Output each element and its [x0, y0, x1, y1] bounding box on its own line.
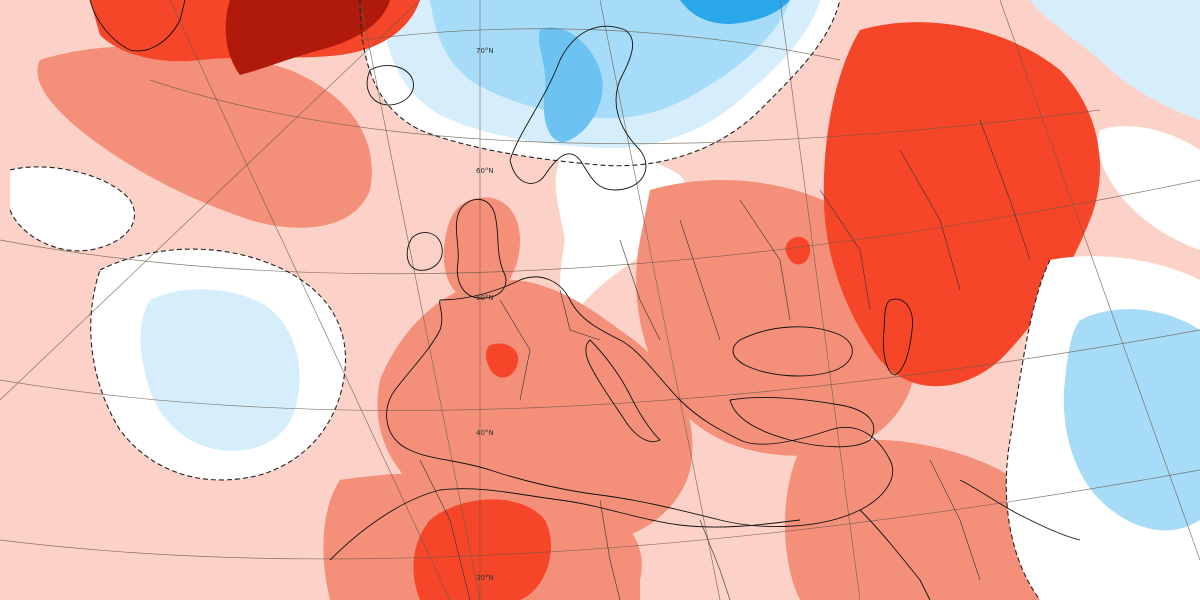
coast-british-isles — [455, 198, 507, 299]
lat-label-30n: 30°N — [476, 574, 494, 582]
ukraine-warm-spot — [785, 236, 811, 265]
meridian-2 — [359, 0, 481, 600]
lat-label-60n: 60°N — [476, 167, 494, 175]
coast-greenland — [89, 0, 186, 52]
border-9 — [599, 499, 621, 600]
coast-iceland — [366, 65, 414, 106]
border-10 — [699, 519, 731, 600]
parallel-30n — [0, 469, 1200, 560]
coast-continent — [386, 276, 894, 527]
middle-east-warm — [785, 439, 1050, 600]
northeast-neutral — [1098, 126, 1200, 250]
coast-italy — [585, 339, 661, 443]
border-6 — [819, 189, 871, 311]
parallel-50n — [0, 179, 1200, 275]
coast-persian-gulf — [959, 479, 1081, 541]
coast-north-africa — [329, 488, 801, 561]
arctic-cool-core — [680, 0, 790, 24]
border-3 — [619, 239, 661, 341]
zero-contours — [9, 0, 1051, 600]
meridian-4 — [599, 0, 721, 600]
zero-contour-arctic — [359, 0, 841, 167]
border-11 — [419, 459, 471, 600]
country-borders — [419, 119, 1031, 600]
lat-label-40n: 40°N — [476, 429, 494, 437]
zero-contour-west-atlantic — [9, 166, 136, 252]
border-8 — [979, 119, 1031, 261]
meridian-7 — [0, 0, 421, 401]
parallel-60n — [149, 79, 1101, 144]
border-5 — [739, 199, 791, 321]
coast-ireland — [406, 232, 443, 271]
border-7 — [899, 149, 961, 291]
asia-cool — [1063, 309, 1200, 531]
border-4 — [679, 219, 721, 341]
north-atlantic-warm — [37, 46, 372, 228]
parallel-70n — [359, 28, 841, 61]
zero-contour-atlantic — [90, 248, 347, 481]
meridian-1 — [169, 0, 451, 600]
sahara-strong-warm — [413, 499, 551, 600]
parallel-40n — [0, 329, 1200, 411]
zero-contour-asia — [1005, 259, 1051, 600]
west-atlantic-neutral — [10, 166, 135, 251]
meridian-6 — [999, 0, 1200, 561]
scandinavia-cool — [538, 27, 603, 142]
northeast-cool — [1030, 0, 1200, 120]
border-2 — [559, 289, 601, 341]
coast-turkey-levant — [729, 397, 875, 448]
british-isles-warm — [443, 197, 520, 300]
border-12 — [929, 459, 981, 581]
coast-caspian — [883, 298, 913, 376]
coast-red-sea — [859, 509, 931, 600]
spain-small-warm — [486, 343, 519, 378]
coast-black-sea — [732, 326, 853, 377]
greenland-strong-warm — [225, 0, 390, 75]
meridian-5 — [779, 0, 861, 600]
atlantic-cool-pool — [140, 289, 300, 451]
arctic-cool-band-2 — [430, 0, 790, 119]
lat-label-50n: 50°N — [476, 294, 494, 302]
border-1 — [499, 299, 531, 401]
coastlines — [89, 0, 1081, 600]
russia-strong-warm — [823, 22, 1100, 387]
lat-label-70n: 70°N — [476, 47, 494, 55]
coast-scandinavia — [509, 25, 647, 191]
